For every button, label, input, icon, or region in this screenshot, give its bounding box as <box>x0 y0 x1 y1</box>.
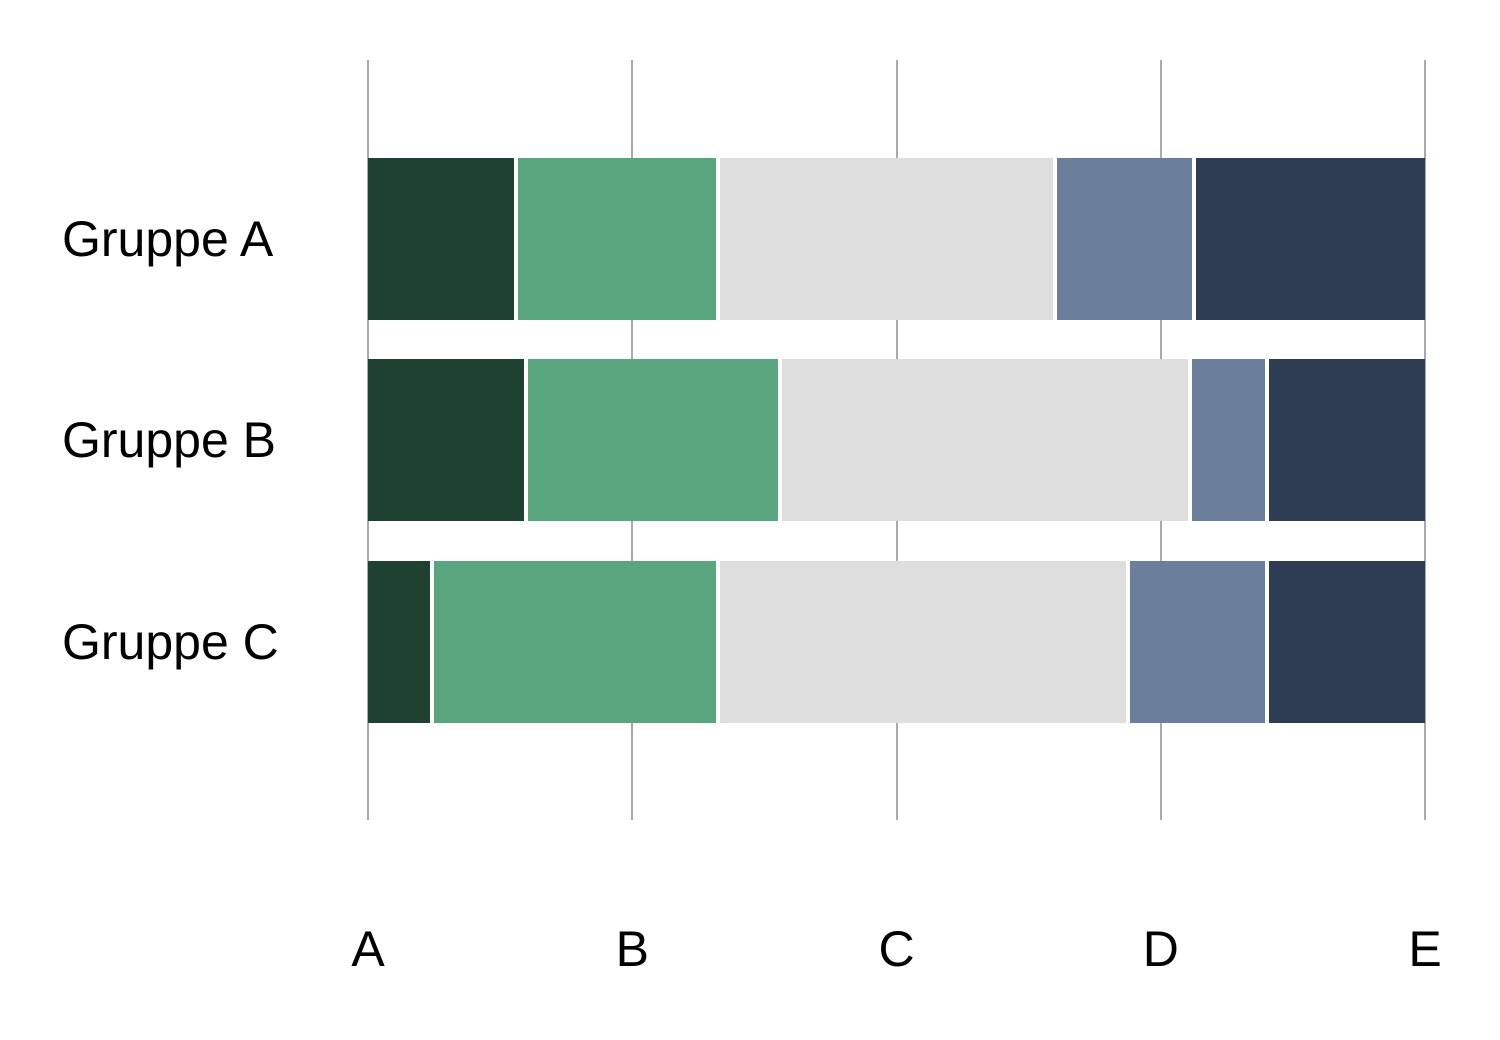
x-axis-tick-label: B <box>615 921 649 977</box>
x-axis-tick-label: A <box>351 921 385 977</box>
x-axis-tick-label: C <box>878 921 915 977</box>
bar-segment-stufe-4-graublau <box>1054 158 1194 320</box>
bar-segment-stufe-1-dunkelgruen <box>368 359 527 521</box>
bar-segment-stufe-3-grau <box>717 158 1055 320</box>
bar-segment-stufe-5-dunkelblau <box>1266 359 1426 521</box>
bar-segment-stufe-4-graublau <box>1127 561 1267 723</box>
bar-segment-stufe-3-grau <box>717 561 1128 723</box>
bar-segment-stufe-2-gruen <box>526 359 780 521</box>
bar-segment-stufe-2-gruen <box>515 158 718 320</box>
bar-segment-stufe-1-dunkelgruen <box>368 561 433 723</box>
bar-segment-stufe-5-dunkelblau <box>1193 158 1425 320</box>
bar-row <box>368 359 1426 521</box>
bar-segment-stufe-5-dunkelblau <box>1266 561 1425 723</box>
x-axis-tick-label: E <box>1408 921 1442 977</box>
y-axis-label: Gruppe C <box>62 614 279 670</box>
bar-segment-stufe-3-grau <box>780 359 1190 521</box>
bar-row <box>368 561 1425 723</box>
y-axis-label: Gruppe A <box>62 211 274 267</box>
bar-segment-stufe-2-gruen <box>432 561 718 723</box>
y-axis-label: Gruppe B <box>62 412 277 468</box>
x-axis-tick-label: D <box>1142 921 1179 977</box>
bar-segment-stufe-4-graublau <box>1189 359 1267 521</box>
bar-segment-stufe-1-dunkelgruen <box>368 158 516 320</box>
bar-row <box>368 158 1425 320</box>
